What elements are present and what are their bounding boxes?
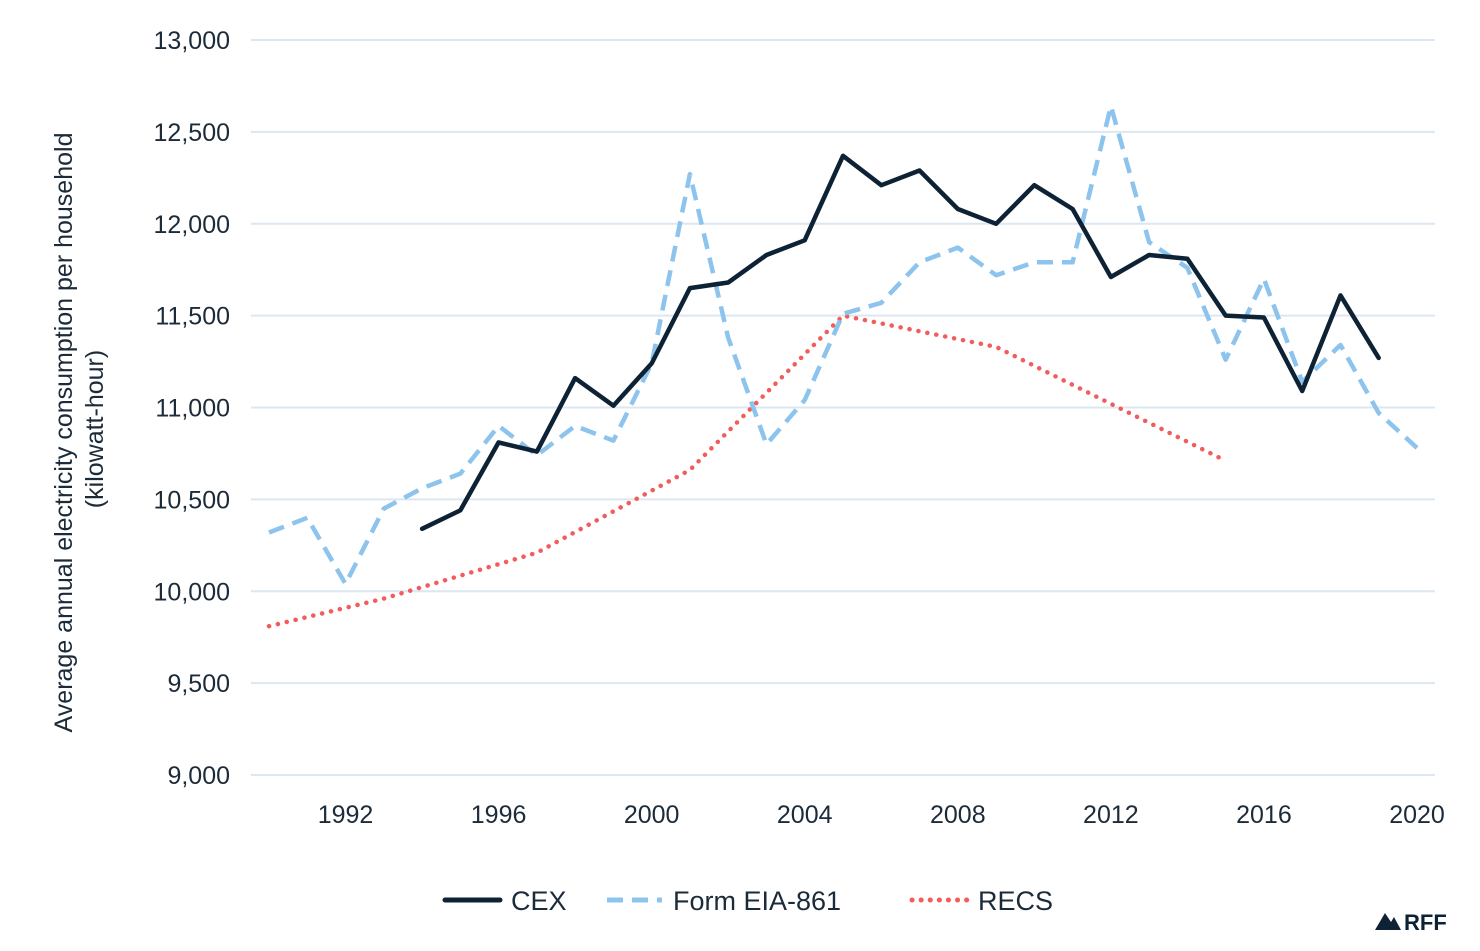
series-line-recs: [266, 313, 1228, 629]
y-tick-label: 13,000: [154, 27, 230, 55]
x-tick-label: 2020: [1389, 801, 1445, 829]
y-axis-title-line-1: Average annual electricity consumption p…: [50, 133, 78, 733]
x-tick-label: 1996: [471, 801, 527, 829]
y-axis-title-line-2: (kilowatt-hour): [81, 350, 109, 508]
y-tick-label: 12,500: [154, 119, 230, 147]
x-tick-label: 2004: [777, 801, 833, 829]
mountain-icon: [1375, 913, 1401, 930]
y-axis-title: Average annual electricity consumption p…: [50, 126, 109, 733]
y-tick-label: 11,500: [155, 303, 230, 331]
y-tick-label: 10,500: [154, 486, 230, 514]
logo-text: RFF: [1404, 910, 1447, 935]
y-tick-label: 10,000: [154, 578, 230, 606]
legend-label: Form EIA-861: [673, 886, 841, 916]
y-tick-label: 9,000: [167, 762, 230, 790]
y-tick-label: 12,000: [154, 211, 230, 239]
x-axis-ticks: 1992 1996 2000 2004 2008 2012 2016 2020: [318, 801, 1445, 829]
x-tick-label: 2016: [1236, 801, 1292, 829]
series-line-form-eia-861: [268, 103, 1419, 587]
series-line-cex: [419, 153, 1381, 532]
y-axis-ticks: 9,000 9,500 10,000 10,500 11,000 11,500 12,000…: [154, 27, 230, 790]
x-tick-label: 1992: [318, 801, 374, 829]
legend-label: CEX: [511, 886, 567, 916]
x-tick-label: 2008: [930, 801, 986, 829]
rff-logo: RFF: [1375, 910, 1447, 935]
series-lines: [266, 103, 1419, 629]
legend: CEX Form EIA-861 RECS: [442, 886, 1053, 916]
x-tick-label: 2000: [624, 801, 680, 829]
x-tick-label: 2012: [1083, 801, 1139, 829]
gridlines: [251, 39, 1435, 685]
y-tick-label: 11,000: [155, 395, 230, 423]
y-tick-label: 9,500: [167, 670, 230, 698]
legend-label: RECS: [978, 886, 1053, 916]
